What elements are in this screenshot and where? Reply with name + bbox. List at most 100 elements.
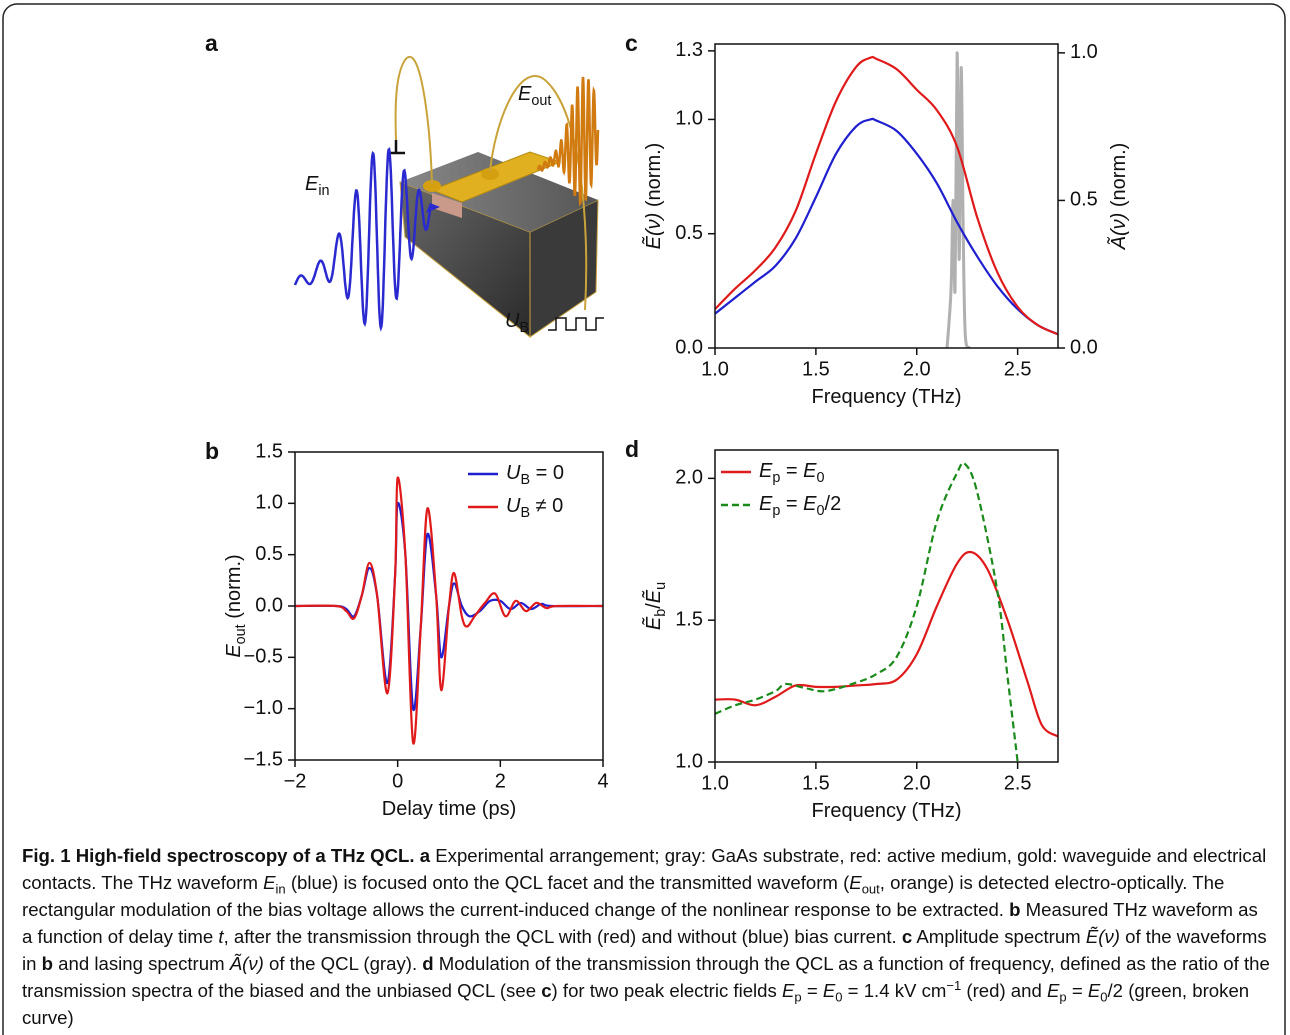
arrow-head xyxy=(426,203,440,213)
x-tick-label: 2.5 xyxy=(1004,358,1032,380)
caption-text: = 1.4 kV cm xyxy=(842,980,947,1001)
y-tick-label: −0.5 xyxy=(244,646,283,668)
caption-text: E xyxy=(1087,980,1101,1001)
legend-label: UB = 0 xyxy=(506,462,564,488)
y-tick-label: 1.0 xyxy=(675,750,703,772)
x-tick-label: 1.5 xyxy=(802,358,830,380)
y-tick-label: 0.5 xyxy=(675,222,703,244)
caption-text: Amplitude spectrum xyxy=(912,926,1086,947)
caption-text: a xyxy=(419,845,431,866)
text-part: /2 xyxy=(825,493,842,515)
caption-text: E xyxy=(849,872,862,893)
data-line xyxy=(715,55,1058,336)
text-part: E xyxy=(305,173,319,195)
x-axis-label: Delay time (ps) xyxy=(382,798,516,820)
wire xyxy=(489,75,588,311)
text-part: u xyxy=(653,582,669,590)
text-part: = 0 xyxy=(530,462,564,484)
text-part: Delay time (ps) xyxy=(382,798,516,820)
x-axis-label: Frequency (THz) xyxy=(811,386,961,408)
data-line xyxy=(715,117,1058,336)
label-ein: Ein xyxy=(305,173,330,199)
text-part: B xyxy=(520,472,530,488)
y2-axis-label: Ã(ν) (norm.) xyxy=(1106,143,1130,251)
caption-text: /2 (green, broken curve) xyxy=(22,980,1250,1028)
caption-text: p xyxy=(794,989,802,1005)
text-part: E xyxy=(759,493,773,515)
caption-text: Ã(ν) xyxy=(229,953,264,974)
text-part: U xyxy=(506,462,521,484)
caption-text: E xyxy=(263,872,276,893)
caption-text: Experimental arrangement; gray: GaAs sub… xyxy=(22,845,1267,893)
text-part: Ã(ν) xyxy=(1106,213,1130,251)
caption-text: in xyxy=(275,881,286,897)
text-part: U xyxy=(506,495,521,517)
text-part: U xyxy=(505,310,520,332)
x-tick-label: 1.0 xyxy=(701,358,729,380)
contact xyxy=(423,180,441,192)
caption-text: (blue) is focused onto the QCL facet and… xyxy=(285,872,850,893)
label-eout: Eout xyxy=(518,83,551,109)
substrate-top xyxy=(400,152,598,232)
caption: Fig. 1 High-field spectroscopy of a THz … xyxy=(22,842,1272,1031)
active-medium xyxy=(432,193,462,218)
y-tick-label: 0.0 xyxy=(255,594,283,616)
y-tick-label: 1.3 xyxy=(675,39,703,61)
x-tick-label: 2.0 xyxy=(903,358,931,380)
text-part: Ẽ xyxy=(641,589,665,603)
text-part: 0 xyxy=(817,503,825,519)
data-line xyxy=(715,461,1019,762)
x-tick-label: 2 xyxy=(495,770,506,792)
caption-text: Ẽ(ν) xyxy=(1085,926,1120,947)
legend-label: UB ≠ 0 xyxy=(506,495,563,521)
text-part: out xyxy=(531,93,551,109)
caption-text: b xyxy=(41,953,53,974)
caption-text: Fig. 1 High-field spectroscopy of a THz … xyxy=(22,845,415,866)
caption-text: ) for two peak electric fields xyxy=(551,980,782,1001)
text-part: (norm.) xyxy=(1108,143,1130,213)
caption-text: 0 xyxy=(1100,989,1108,1005)
text-part: p xyxy=(772,470,780,486)
x-tick-label: 4 xyxy=(597,770,608,792)
panel-label: b xyxy=(205,438,219,464)
x-tick-label: 0 xyxy=(392,770,403,792)
plot-frame xyxy=(714,449,1059,763)
caption-text: −1 xyxy=(946,977,962,993)
caption-text: b xyxy=(1009,899,1021,920)
x-tick-label: 1.5 xyxy=(802,772,830,794)
caption-text: c xyxy=(901,926,913,947)
text-part: ≠ 0 xyxy=(530,495,563,517)
plot-frame xyxy=(714,43,1059,349)
data-line xyxy=(295,476,603,745)
y2-tick-label: 1.0 xyxy=(1070,41,1098,63)
x-tick-label: 1.0 xyxy=(701,772,729,794)
y2-tick-label: 0.0 xyxy=(1070,336,1098,358)
caption-text: t xyxy=(218,926,224,947)
y-tick-label: 1.0 xyxy=(675,108,703,130)
text-part: Ẽ xyxy=(641,616,665,630)
legend-label: Ep = E0/2 xyxy=(759,493,841,519)
text-part: (norm.) xyxy=(223,554,245,624)
text-part: Frequency (THz) xyxy=(811,800,961,822)
panel-label: d xyxy=(625,436,639,462)
text-part: out xyxy=(233,624,249,644)
x-tick-label: 2.5 xyxy=(1004,772,1032,794)
data-line xyxy=(945,51,971,348)
caption-text: Modulation of the transmission through t… xyxy=(22,953,1270,1001)
square-wave xyxy=(548,317,604,331)
caption-text: = xyxy=(1066,980,1088,1001)
contact xyxy=(481,168,499,180)
output-waveform xyxy=(536,76,600,207)
y-tick-label: 2.0 xyxy=(675,467,703,489)
legend-label: Ep = E0 xyxy=(759,460,825,486)
caption-text: (red) and xyxy=(961,980,1047,1001)
y-axis-label: Eout (norm.) xyxy=(223,554,249,657)
caption-text: Measured THz waveform as a function of d… xyxy=(22,899,1258,947)
y-axis-label: Ẽ(ν) (norm.) xyxy=(641,143,665,250)
x-tick-label: −2 xyxy=(284,770,307,792)
caption-text: , orange) is detected electro-optically.… xyxy=(22,872,1225,920)
text-part: b xyxy=(653,609,669,617)
y-tick-label: 1.5 xyxy=(255,440,283,462)
